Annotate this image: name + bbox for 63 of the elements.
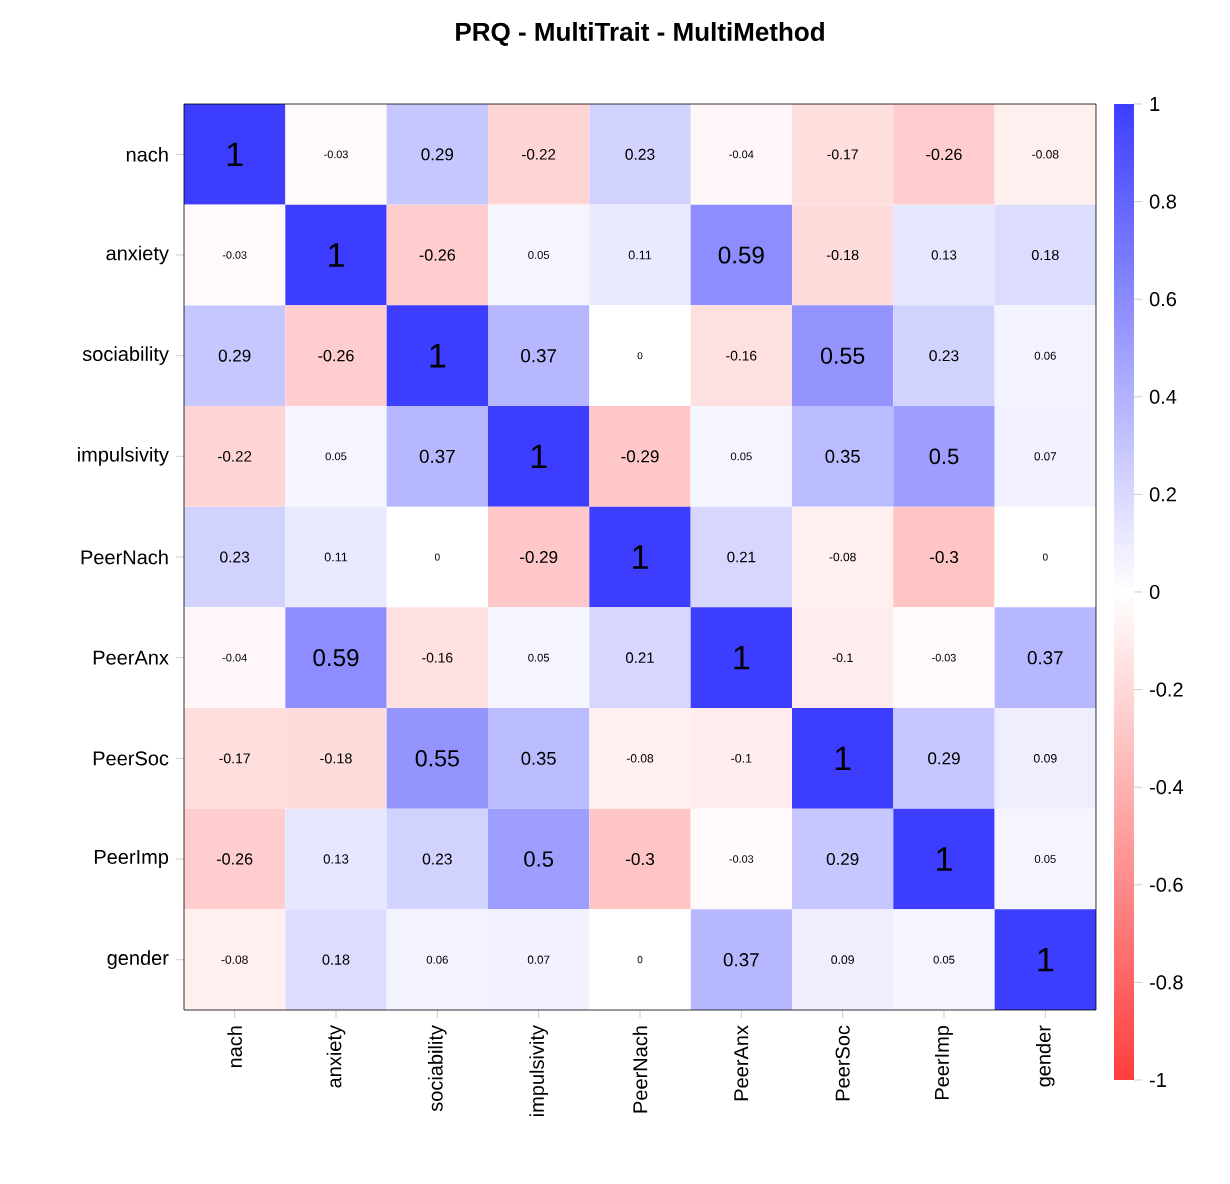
data-label: 0.29 <box>928 752 960 765</box>
x-tick-label: PeerImp <box>935 1025 953 1100</box>
y-tick-label: sociability <box>82 346 169 365</box>
color-bar-label: -0.8 <box>1149 975 1183 990</box>
color-bar-label: 0.6 <box>1149 292 1177 307</box>
color-bar-label: 0.2 <box>1149 487 1176 502</box>
data-label: 1 <box>835 746 851 771</box>
data-label: 0.55 <box>820 347 865 364</box>
data-label: 0.5 <box>929 448 959 465</box>
data-label: 0.59 <box>313 649 359 667</box>
data-label: 0.37 <box>1027 651 1063 665</box>
color-bar-label: -1 <box>1149 1073 1166 1087</box>
data-label: 1 <box>633 545 648 569</box>
color-bar-label: 1 <box>1150 97 1160 111</box>
data-label: 1 <box>329 243 344 267</box>
color-bar-label: 0 <box>1149 584 1160 600</box>
data-label: -0.3 <box>625 852 655 866</box>
data-label: -0.26 <box>216 853 253 865</box>
color-bar-label: -0.6 <box>1149 877 1183 892</box>
x-tick-label: PeerAnx <box>734 1025 749 1101</box>
data-label: -0.29 <box>621 450 659 463</box>
x-tick-label: anxiety <box>326 1025 346 1088</box>
data-label: 0.59 <box>718 246 764 264</box>
data-label: 1 <box>430 343 446 368</box>
chart-title: PRQ - MultiTrait - MultiMethod <box>456 22 824 46</box>
color-bar-label: 0.4 <box>1149 389 1177 404</box>
data-label: 1 <box>1038 947 1054 972</box>
x-tick-label: nach <box>227 1026 243 1068</box>
y-tick-label: PeerSoc <box>93 751 169 766</box>
data-label: -0.26 <box>419 249 456 261</box>
data-label: 0.37 <box>419 449 455 464</box>
x-tick-label: gender <box>1036 1025 1055 1087</box>
data-label: 0.55 <box>415 750 459 767</box>
color-bar-label: -0.2 <box>1149 682 1183 697</box>
data-label: 0.35 <box>825 449 860 463</box>
data-label: 1 <box>531 444 547 469</box>
data-label: 0.37 <box>521 349 557 363</box>
y-tick-label: impulsivity <box>78 447 169 466</box>
color-bar-label: -0.4 <box>1149 780 1183 795</box>
color-bar-label: 0.8 <box>1149 194 1177 209</box>
data-label: -0.29 <box>520 551 558 564</box>
data-label: 0.29 <box>421 148 454 161</box>
x-tick-label: sociability <box>428 1025 447 1112</box>
x-tick-label: PeerNach <box>632 1026 648 1113</box>
y-tick-label: PeerAnx <box>93 650 169 665</box>
data-label: 0.37 <box>723 953 759 967</box>
data-label: 0.29 <box>218 349 251 362</box>
data-label: 1 <box>937 847 952 871</box>
data-label: 0.35 <box>521 751 556 765</box>
data-label: 0.5 <box>524 851 554 867</box>
y-tick-label: gender <box>107 950 169 969</box>
data-label: -0.26 <box>318 349 354 362</box>
y-tick-label: anxiety <box>106 245 169 265</box>
data-label: -0.3 <box>929 550 959 564</box>
data-label: 1 <box>734 645 750 670</box>
y-tick-label: PeerNach <box>81 549 168 565</box>
data-label: 1 <box>227 142 243 167</box>
y-tick-label: nach <box>126 147 168 162</box>
x-tick-label: impulsivity <box>529 1025 548 1116</box>
x-tick-label: PeerSoc <box>835 1025 850 1101</box>
y-tick-label: PeerImp <box>94 850 169 868</box>
data-label: 0.29 <box>826 853 859 866</box>
data-label: -0.26 <box>926 148 962 161</box>
